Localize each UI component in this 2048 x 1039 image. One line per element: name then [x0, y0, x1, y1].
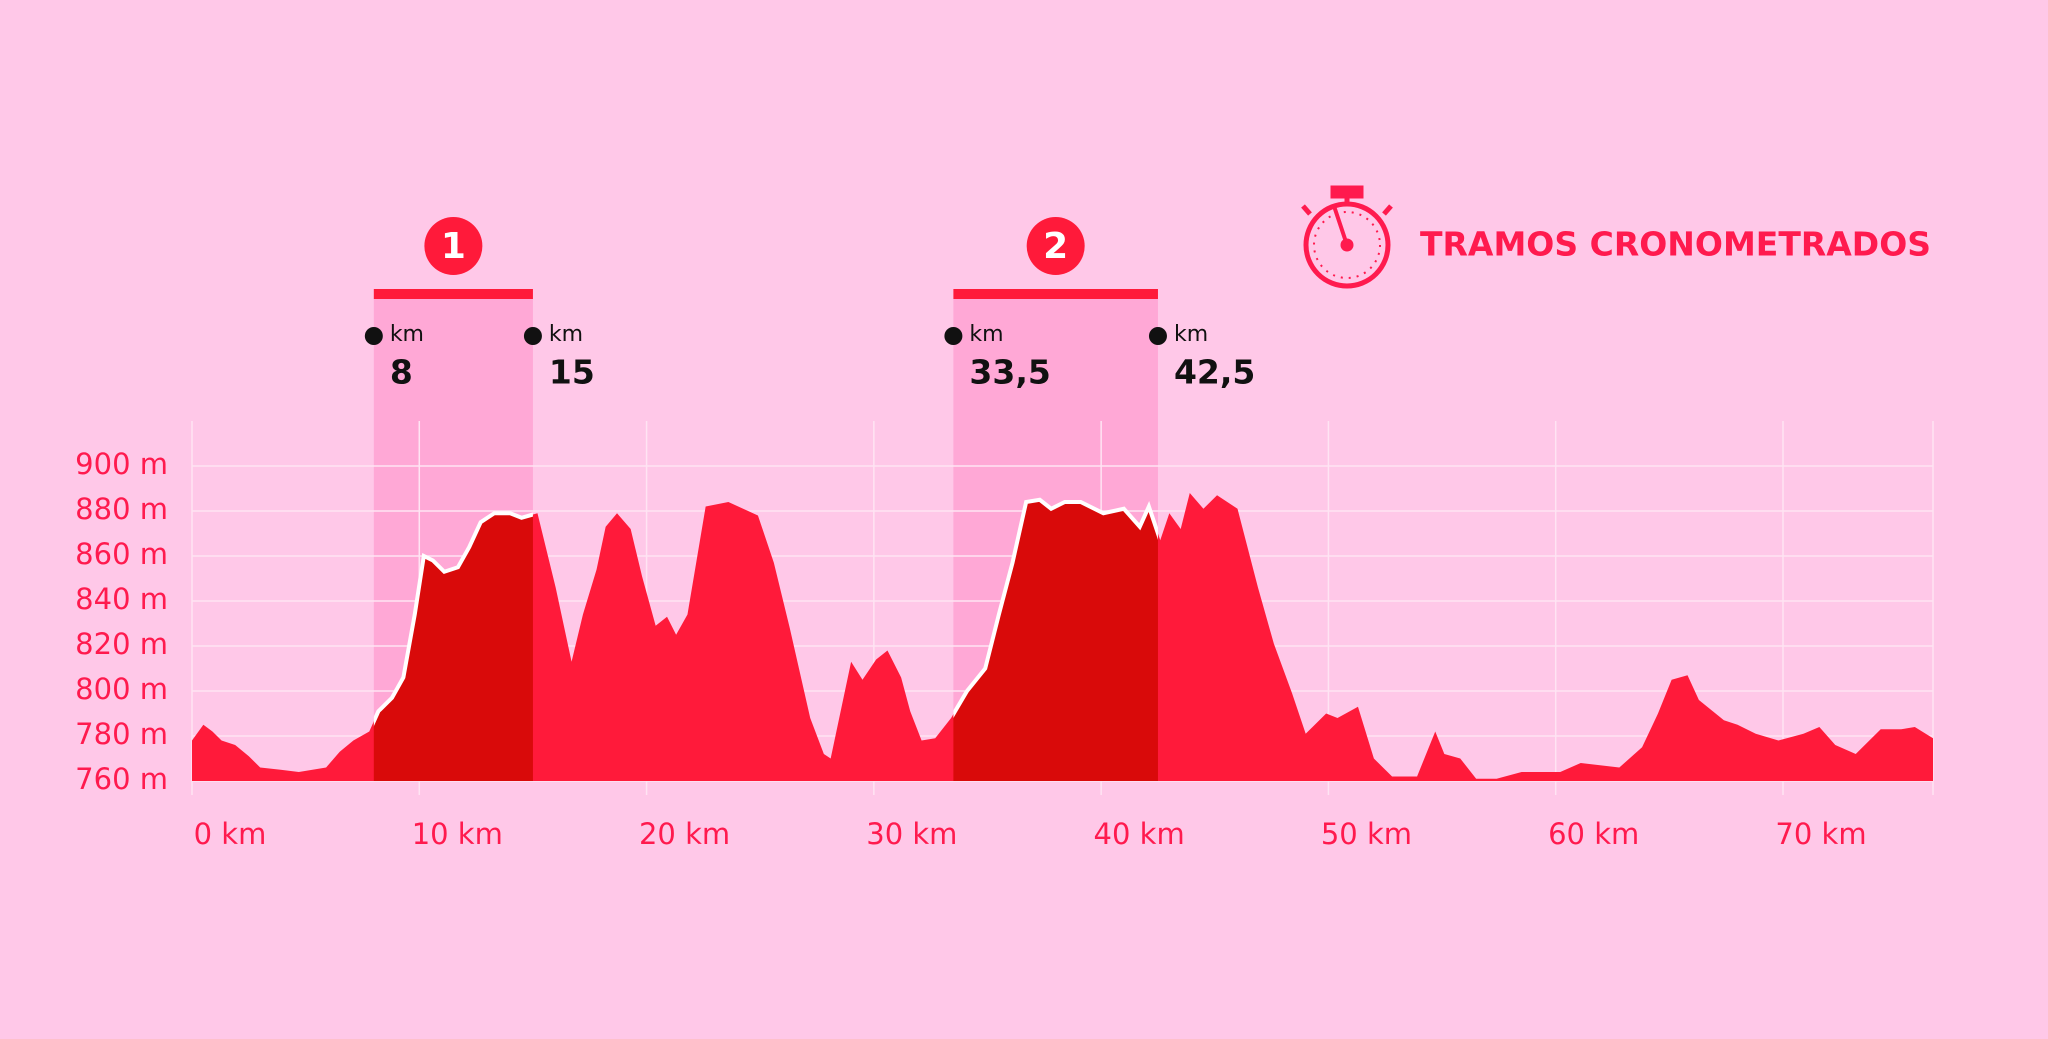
- segment-badge: [1026, 217, 1085, 275]
- segment-number: 1: [441, 226, 466, 267]
- segment-area: [373, 513, 533, 781]
- km-unit: km: [1174, 322, 1208, 347]
- km-dot: [364, 327, 383, 345]
- y-tick-label: 860 m: [75, 537, 168, 571]
- km-unit: km: [549, 322, 583, 347]
- segment-outline: [373, 511, 533, 727]
- km-value: 42,5: [1174, 353, 1255, 392]
- x-tick-label: 0 km: [194, 817, 267, 851]
- y-tick-label: 900 m: [75, 447, 168, 481]
- x-tick-label: 10 km: [412, 817, 503, 851]
- km-value: 15: [549, 353, 595, 392]
- segment-bar: [373, 289, 533, 299]
- y-tick-label: 800 m: [75, 672, 168, 706]
- x-tick-label: 30 km: [866, 817, 957, 851]
- stopwatch-icon: [1301, 185, 1393, 289]
- segment-number: 2: [1043, 226, 1068, 267]
- km-value: 8: [390, 353, 413, 392]
- km-dot: [523, 327, 542, 345]
- segment-bar: [953, 289, 1158, 299]
- y-tick-label: 880 m: [75, 492, 168, 526]
- km-value: 33,5: [969, 353, 1050, 392]
- x-tick-label: 60 km: [1548, 817, 1639, 851]
- legend-title: TRAMOS CRONOMETRADOS: [1420, 225, 1931, 264]
- x-tick-label: 50 km: [1321, 817, 1412, 851]
- x-tick-label: 40 km: [1094, 817, 1185, 851]
- y-tick-label: 840 m: [75, 582, 168, 616]
- segment-badge: [424, 217, 483, 275]
- y-tick-label: 820 m: [75, 627, 168, 661]
- x-tick-label: 70 km: [1775, 817, 1866, 851]
- km-dot: [944, 327, 963, 345]
- y-tick-label: 760 m: [75, 762, 168, 796]
- km-dot: [1148, 327, 1167, 345]
- segment-area: [953, 499, 1158, 781]
- x-tick-label: 20 km: [639, 817, 730, 851]
- km-unit: km: [390, 322, 424, 347]
- km-unit: km: [969, 322, 1003, 347]
- area-layer: [192, 493, 1933, 781]
- y-tick-label: 780 m: [75, 717, 168, 751]
